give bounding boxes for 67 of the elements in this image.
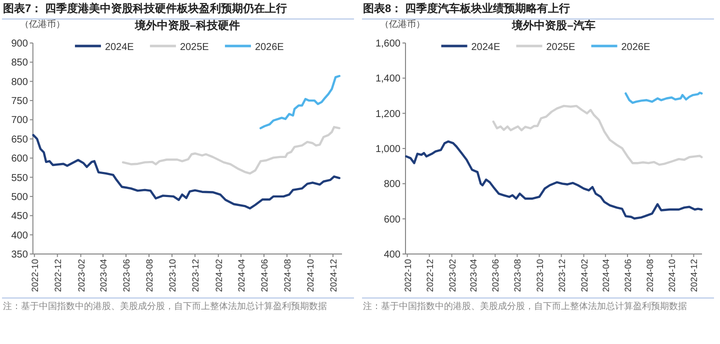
x-tick-label: 2023-12 (556, 259, 567, 292)
y-tick-label: 750 (11, 96, 28, 108)
legend-label: 2026E (621, 42, 650, 53)
x-tick-label: 2023-04 (98, 259, 109, 292)
y-tick-label: 800 (11, 76, 28, 88)
y-axis-title: （亿港币） (380, 19, 425, 29)
y-tick-label: 900 (11, 38, 28, 50)
x-tick-label: 2024-10 (667, 259, 678, 292)
y-tick-label: 450 (11, 211, 28, 222)
chart-subtitle: 境外中资股–汽车 (511, 19, 596, 32)
y-tick-label: 400 (384, 250, 401, 260)
line-series (259, 74, 340, 130)
y-tick-label: 600 (11, 154, 28, 165)
text: 注：基于中国指数中的港股、美股成分股，自下而上整体法加总计算盈利预期数据 (363, 301, 687, 311)
y-tick-label: 1,000 (375, 144, 401, 155)
x-tick-label: 2024-02 (214, 259, 224, 292)
x-tick-label: 2024-08 (645, 259, 656, 292)
x-tick-label: 2024-12 (328, 259, 338, 292)
line-series (624, 92, 703, 104)
y-tick-label: 600 (384, 214, 401, 226)
x-tick-label: 2023-02 (76, 259, 86, 292)
x-tick-label: 2024-12 (689, 259, 700, 292)
y-tick-label: 850 (11, 58, 28, 69)
x-tick-label: 2023-08 (144, 259, 154, 292)
chart-subtitle: 境外中资股–科技硬件 (134, 19, 240, 32)
y-tick-label: 550 (11, 172, 28, 184)
x-tick-label: 2024-06 (259, 259, 270, 292)
x-tick-label: 2023-06 (122, 259, 132, 292)
legend-label: 2024E (471, 42, 500, 53)
y-tick-label: 700 (11, 115, 28, 126)
text: 注：基于中国指数中的港股、美股成分股，自下而上整体法加总计算盈利预期数据 (3, 301, 327, 311)
line-series (32, 134, 340, 210)
x-tick-label: 2023-08 (512, 259, 523, 292)
x-tick-label: 2023-04 (468, 259, 479, 292)
x-tick-label: 2023-10 (167, 259, 178, 292)
y-tick-label: 1,400 (375, 74, 401, 85)
x-tick-label: 2023-10 (534, 259, 545, 292)
x-tick-label: 2024-10 (305, 259, 316, 292)
chart-title: 图表8： 四季度汽车板块业绩预期略有上行 (363, 2, 570, 15)
y-tick-label: 500 (11, 192, 28, 203)
x-tick-label: 2022-12 (52, 259, 63, 292)
legend-label: 2025E (180, 42, 210, 53)
x-tick-label: 2024-06 (623, 259, 634, 292)
line-series (405, 140, 703, 220)
x-tick-label: 2024-04 (600, 259, 611, 292)
y-tick-label: 800 (384, 179, 401, 190)
x-tick-label: 2024-08 (282, 259, 292, 292)
legend-label: 2026E (254, 42, 284, 53)
y-tick-label: 350 (11, 250, 28, 260)
y-axis-title: （亿港币） (20, 19, 65, 29)
x-tick-label: 2023-02 (447, 259, 458, 292)
legend-label: 2025E (546, 42, 576, 53)
y-tick-label: 400 (11, 230, 28, 242)
y-tick-label: 1,200 (375, 108, 401, 120)
x-tick-label: 2022-12 (424, 259, 435, 292)
y-tick-label: 1,600 (375, 38, 401, 50)
x-tick-label: 2023-06 (490, 259, 501, 292)
x-tick-label: 2024-02 (579, 259, 590, 292)
line-series (492, 104, 703, 166)
y-tick-label: 650 (11, 134, 28, 146)
chart-title: 图表7： 四季度港美中资股科技硬件板块盈利预期仍在上行 (3, 2, 288, 15)
x-tick-label: 2023-12 (190, 259, 200, 292)
x-tick-label: 2022-10 (402, 259, 413, 292)
line-series (122, 126, 340, 175)
x-tick-label: 2022-10 (30, 259, 40, 292)
x-tick-label: 2024-04 (236, 259, 246, 292)
legend-label: 2024E (104, 42, 134, 53)
